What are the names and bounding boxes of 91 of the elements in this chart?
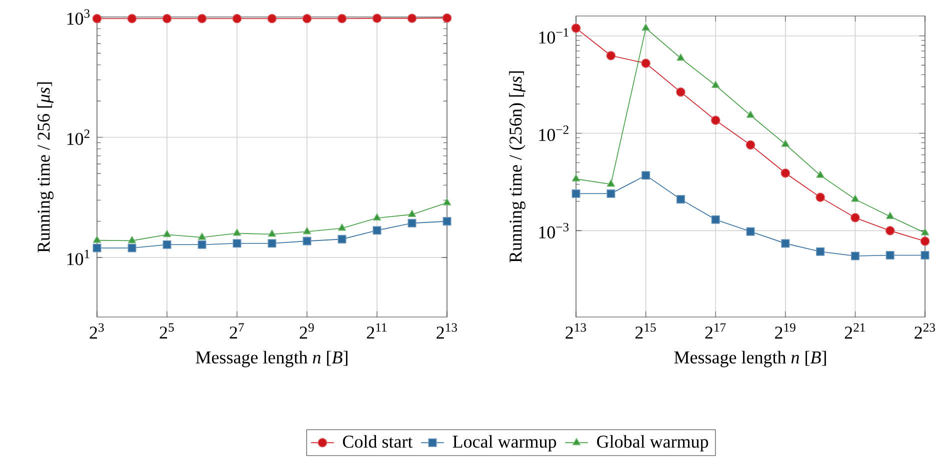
y-axis-title: Running time / (256n) [μs] <box>509 71 526 262</box>
point <box>850 252 860 260</box>
point <box>162 240 172 249</box>
point <box>920 236 930 246</box>
point <box>268 230 276 237</box>
point <box>710 116 720 125</box>
y-axis-title: Running time / 256 [μs] <box>37 82 54 252</box>
point <box>92 244 102 252</box>
point <box>232 228 242 236</box>
point <box>198 232 206 240</box>
point <box>372 213 382 221</box>
x-tick-label: 2$^{13}$ <box>436 323 457 339</box>
y-tick-label: 10$^{2}$ <box>67 130 90 145</box>
point <box>162 230 172 238</box>
point <box>128 244 136 252</box>
x-tick-label: 2$^{13}$ <box>566 323 586 339</box>
y-tick-label: 10$^{1}$ <box>67 250 90 266</box>
y-tick-label: 10$^{−1}$ <box>539 28 568 44</box>
x-tick-label: 2$^{9}$ <box>300 323 314 339</box>
point <box>816 247 825 256</box>
y-tick-label: 10$^{−2}$ <box>539 126 568 142</box>
x-tick-label: 2$^{23}$ <box>914 323 935 339</box>
point <box>302 226 312 234</box>
point <box>338 234 346 244</box>
point <box>162 14 172 24</box>
x-tick-label: 2$^{15}$ <box>635 323 656 339</box>
x-tick-label: 2$^{5}$ <box>160 323 174 338</box>
point <box>127 14 137 24</box>
point <box>337 14 347 24</box>
point <box>641 58 650 68</box>
point <box>338 224 346 231</box>
y-tick-label: 10$^{3}$ <box>67 9 90 25</box>
point <box>816 170 824 178</box>
point <box>442 198 452 206</box>
point <box>746 110 755 118</box>
point <box>572 174 580 182</box>
point <box>746 140 756 150</box>
point <box>746 227 755 236</box>
legend-label: Global warmup <box>597 435 708 452</box>
point <box>408 218 416 228</box>
point <box>676 195 685 204</box>
point <box>197 14 207 24</box>
point <box>851 194 860 202</box>
point <box>571 23 581 33</box>
point <box>92 14 102 24</box>
legend-label: Local warmup <box>452 435 556 452</box>
x-tick-label: 2$^{21}$ <box>844 323 865 339</box>
point <box>920 250 930 260</box>
x-tick-label: 2$^{19}$ <box>775 323 796 339</box>
point <box>676 87 686 97</box>
x-tick-label: 2$^{7}$ <box>230 323 244 338</box>
point <box>232 14 242 24</box>
x-axis-title: Message length n [B] <box>196 350 348 368</box>
point <box>920 228 930 236</box>
point <box>886 212 894 219</box>
point <box>606 180 616 187</box>
point <box>642 171 650 180</box>
point <box>850 213 860 222</box>
y-tick-label: 10$^{−3}$ <box>539 222 569 238</box>
point <box>232 239 242 248</box>
point <box>780 168 790 178</box>
point <box>372 14 382 23</box>
point <box>372 226 382 235</box>
x-tick-label: 2$^{3}$ <box>90 323 104 339</box>
point <box>642 23 650 31</box>
point <box>128 236 136 244</box>
point <box>267 14 277 24</box>
point <box>442 13 452 23</box>
point <box>712 80 720 88</box>
point <box>198 240 206 249</box>
point <box>781 140 790 147</box>
point <box>302 236 312 246</box>
point <box>572 189 580 198</box>
x-tick-label: 2$^{17}$ <box>705 323 726 339</box>
point <box>408 210 416 217</box>
point <box>407 14 417 23</box>
point <box>302 14 312 24</box>
x-tick-label: 2$^{11}$ <box>366 323 386 339</box>
point <box>781 239 790 248</box>
point <box>606 50 616 60</box>
point <box>676 54 685 61</box>
point <box>886 250 894 260</box>
x-axis-title: Message length n [B] <box>674 350 826 368</box>
point <box>92 236 102 243</box>
point <box>268 239 276 248</box>
point <box>606 189 616 198</box>
legend-label: Cold start <box>342 435 413 448</box>
point <box>442 217 452 226</box>
point <box>711 215 720 224</box>
point <box>816 192 825 202</box>
point <box>885 226 895 236</box>
